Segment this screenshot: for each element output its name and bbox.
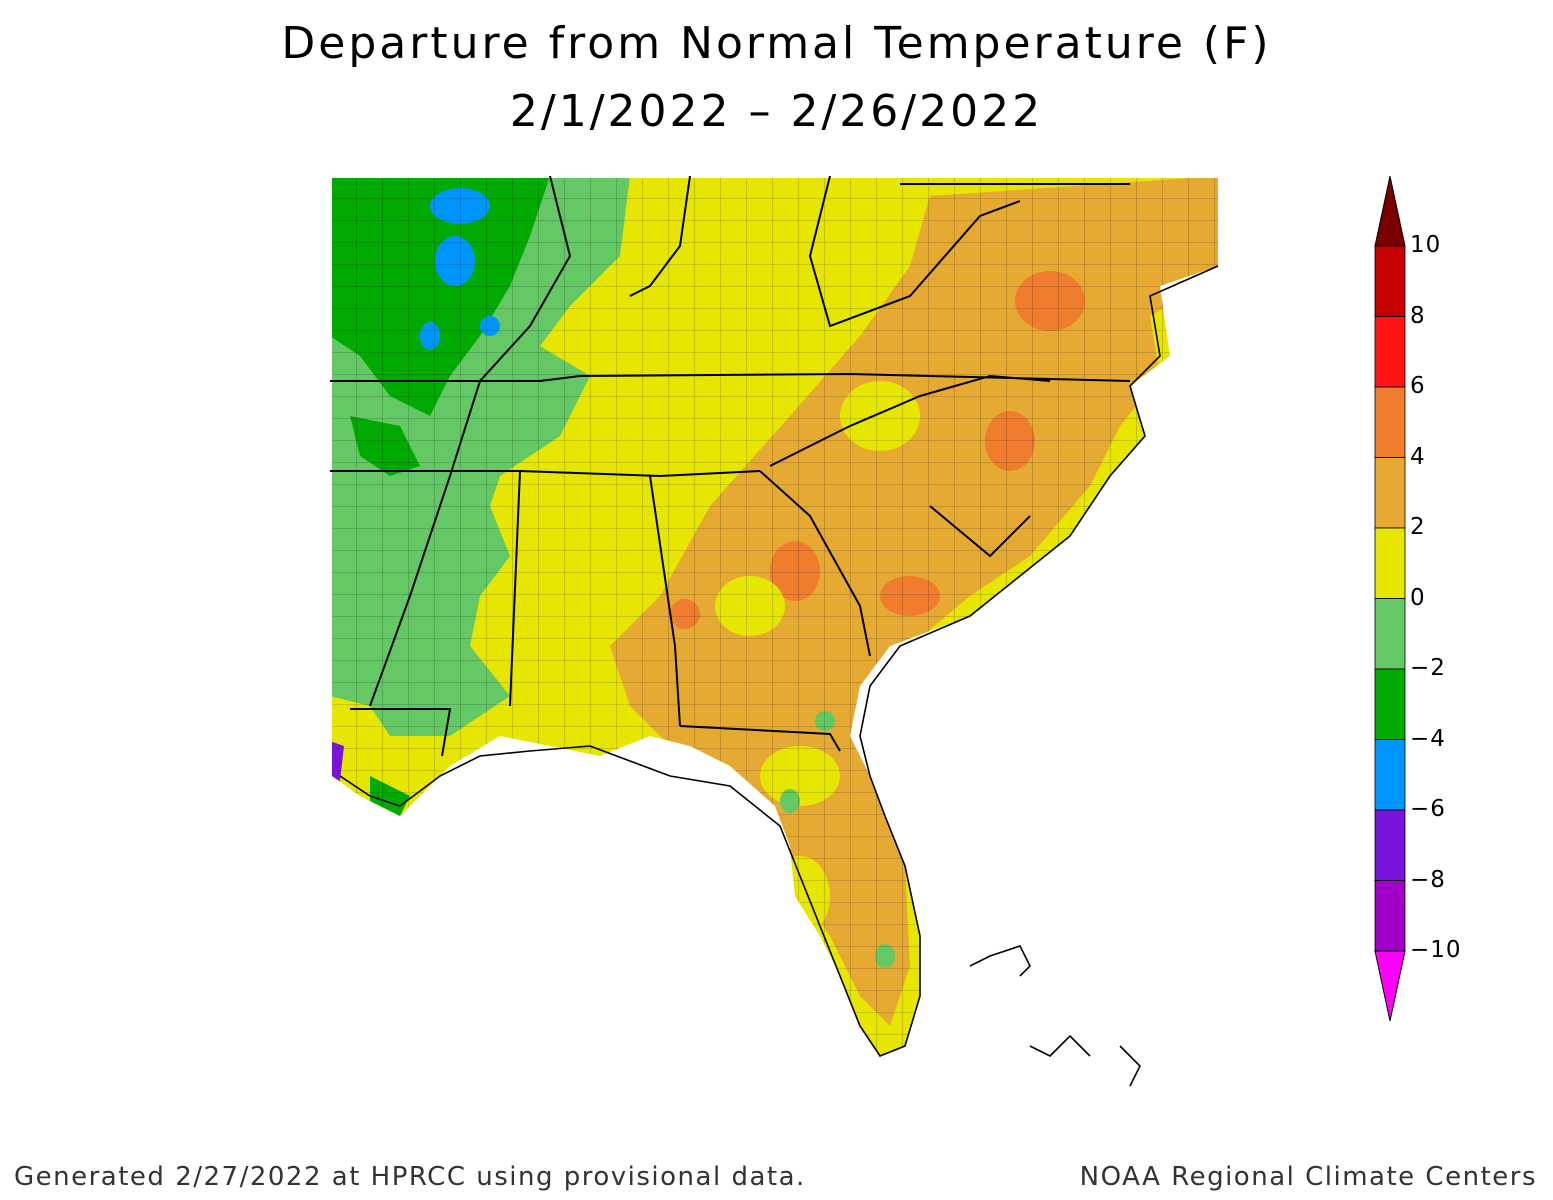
legend-bin bbox=[1374, 809, 1406, 881]
legend-tick-label: −4 bbox=[1410, 725, 1446, 752]
map-title: Departure from Normal Temperature (F) bbox=[281, 18, 1272, 69]
legend-tick-label: 6 bbox=[1410, 373, 1426, 399]
legend-bin bbox=[1374, 880, 1406, 952]
map-subtitle: 2/1/2022 – 2/26/2022 bbox=[509, 86, 1044, 137]
legend-bin bbox=[1374, 527, 1406, 599]
source-credit: NOAA Regional Climate Centers bbox=[1079, 1162, 1537, 1192]
legend-tick-label: −10 bbox=[1410, 937, 1462, 963]
legend-tick-label: 0 bbox=[1410, 584, 1426, 611]
temperature-departure-map bbox=[330, 176, 1219, 1087]
legend-bin bbox=[1374, 598, 1406, 670]
legend-tick-label: 10 bbox=[1410, 232, 1442, 258]
legend-bin bbox=[1374, 739, 1406, 811]
generated-note: Generated 2/27/2022 at HPRCC using provi… bbox=[14, 1162, 806, 1192]
legend-tick-label: 4 bbox=[1410, 443, 1426, 470]
state-borders bbox=[330, 176, 1131, 757]
legend-tick-label: 2 bbox=[1410, 514, 1426, 540]
legend-tick-label: 8 bbox=[1410, 302, 1426, 329]
legend-arrow-min bbox=[1374, 950, 1406, 1022]
legend-bin bbox=[1374, 457, 1406, 529]
legend-tick-label: −6 bbox=[1410, 796, 1446, 822]
legend-bin bbox=[1374, 245, 1406, 317]
legend-tick-label: −2 bbox=[1410, 655, 1446, 681]
legend-bin bbox=[1374, 668, 1406, 740]
legend-tick-label: −8 bbox=[1410, 866, 1446, 893]
coastline bbox=[339, 265, 1219, 1087]
legend-arrow-max bbox=[1374, 176, 1406, 247]
legend-bin bbox=[1374, 316, 1406, 388]
color-legend bbox=[1374, 176, 1406, 1022]
legend-bin bbox=[1374, 386, 1406, 458]
